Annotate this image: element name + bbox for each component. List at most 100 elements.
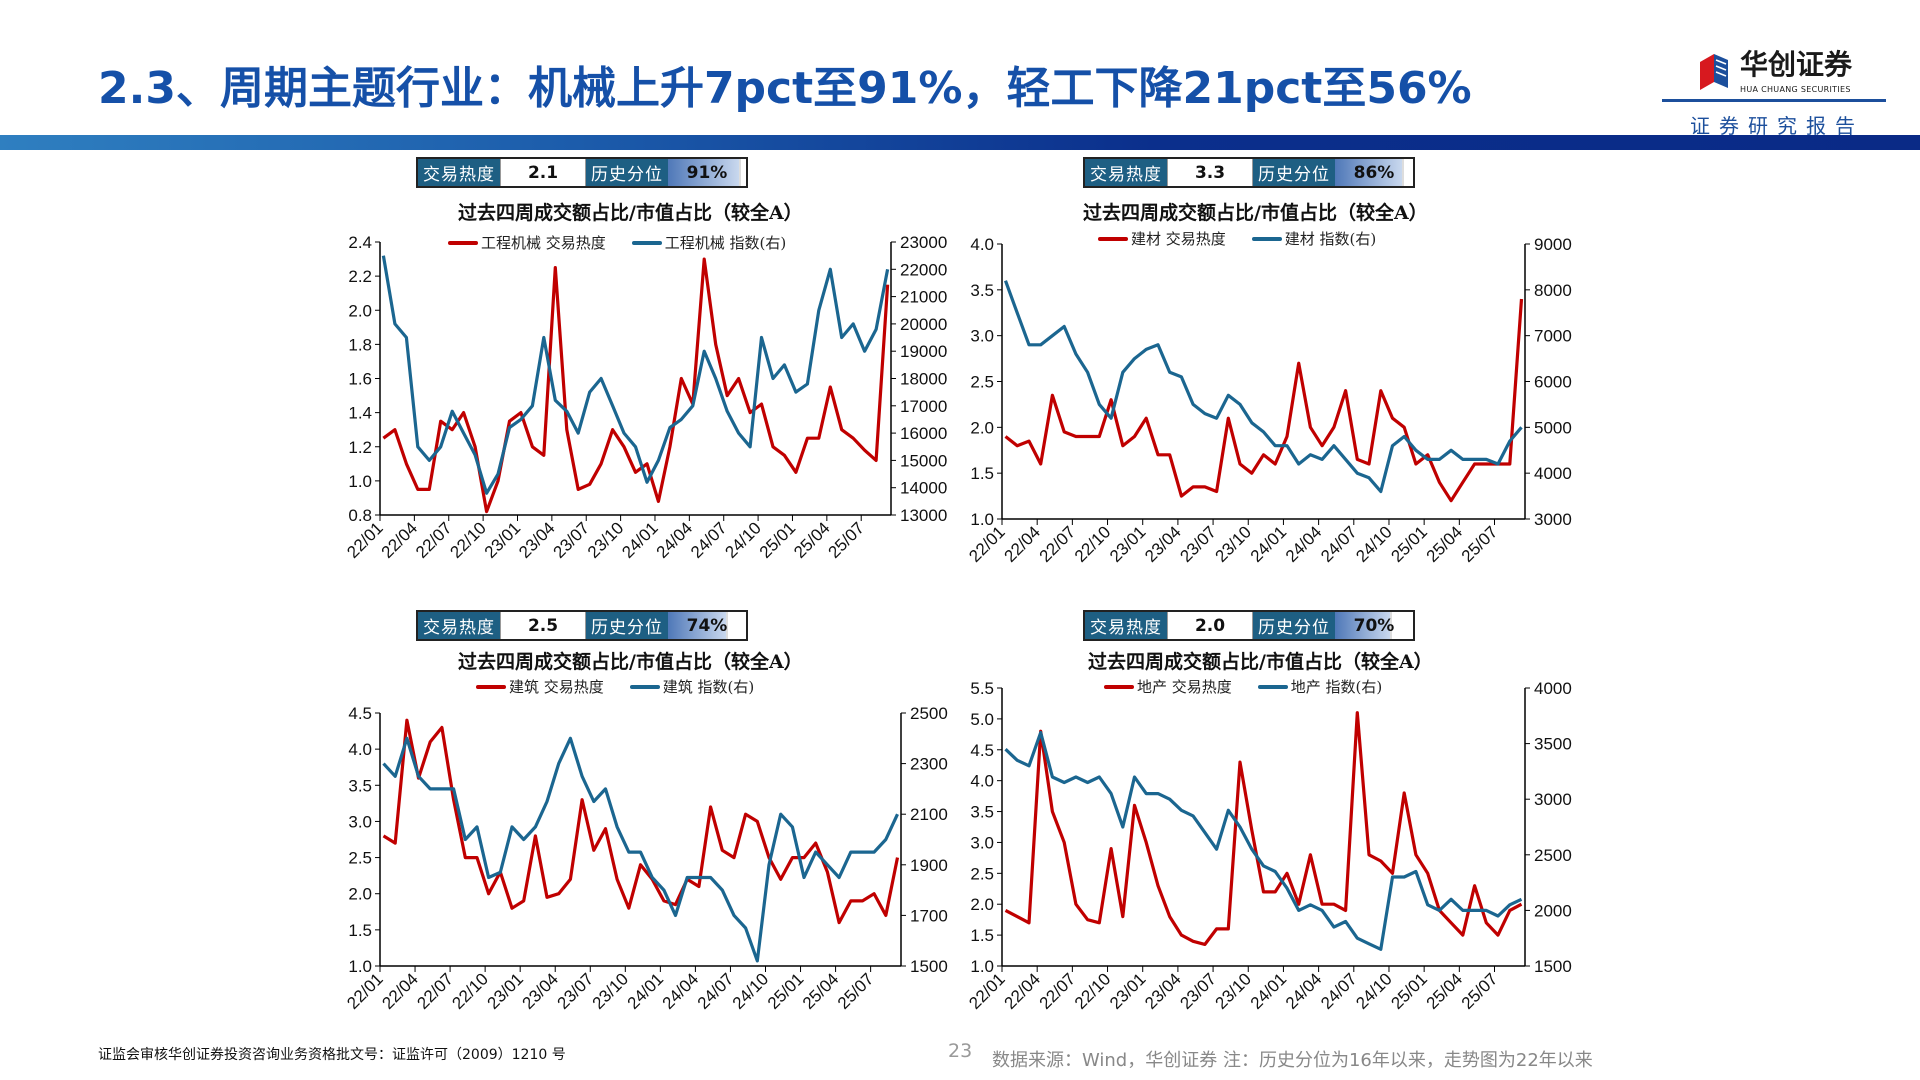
heat-label: 交易热度 (418, 612, 500, 639)
x-tick-label: 24/07 (1317, 969, 1361, 1013)
percentile-value: 86% (1353, 162, 1395, 183)
y-right-tick-label: 1900 (910, 856, 948, 875)
y-right-tick-label: 15000 (900, 451, 947, 470)
legend-label: 建筑 交易热度 (509, 678, 604, 696)
y-right-tick-label: 8000 (1534, 281, 1572, 300)
percentile-fill (668, 159, 741, 186)
y-left-tick-label: 3.0 (348, 812, 372, 831)
percentile-label: 历史分位 (586, 612, 668, 639)
y-left-tick-label: 1.0 (348, 472, 372, 491)
percentile-fill (1335, 612, 1392, 639)
y-right-tick-label: 2100 (910, 805, 948, 824)
logo-subtext: HUA CHUANG SECURITIES (1740, 85, 1851, 94)
heat-label: 交易热度 (1085, 159, 1167, 186)
y-left-tick-label: 2.2 (348, 267, 372, 286)
y-left-tick-label: 5.5 (970, 679, 994, 698)
legend-label: 建材 指数(右) (1284, 230, 1377, 248)
page-title: 2.3、周期主题行业：机械上升7pct至91%，轻工下降21pct至56% (98, 63, 1472, 114)
x-tick-label: 22/04 (1000, 969, 1044, 1013)
y-left-tick-label: 3.5 (970, 281, 994, 300)
legend-label: 工程机械 交易热度 (481, 234, 606, 252)
y-right-tick-label: 1700 (910, 906, 948, 925)
legend-swatch (1098, 236, 1128, 241)
y-left-tick-label: 1.0 (970, 957, 994, 976)
series-line-index (381, 255, 890, 495)
chart-title: 过去四周成交额占比/市值占比（较全A） (1083, 202, 1428, 224)
legend-item: 工程机械 指数(右) (631, 232, 786, 253)
y-left-tick-label: 2.0 (348, 885, 372, 904)
y-left-tick-label: 1.0 (970, 510, 994, 529)
series-line-heat (1004, 298, 1524, 503)
y-left-tick-label: 2.0 (348, 301, 372, 320)
y-left-tick-label: 3.0 (970, 327, 994, 346)
percentile-cell: 91% (668, 159, 746, 186)
y-right-tick-label: 2500 (910, 704, 948, 723)
percentile-label: 历史分位 (1253, 612, 1335, 639)
y-left-tick-label: 2.5 (348, 849, 372, 868)
chart-legend: 建材 交易热度 建材 指数(右) (1098, 228, 1402, 249)
legend-swatch (631, 240, 662, 245)
y-right-tick-label: 20000 (900, 315, 947, 334)
header-band (0, 135, 1920, 150)
heat-value: 2.1 (500, 159, 586, 186)
logo-mark-icon (1700, 54, 1728, 90)
y-right-tick-label: 1500 (1534, 957, 1572, 976)
series-line-index (382, 736, 899, 963)
y-right-tick-label: 2500 (1534, 846, 1572, 865)
y-right-tick-label: 5000 (1534, 418, 1572, 437)
legend-label: 建材 交易热度 (1131, 230, 1226, 248)
series-line-heat (382, 718, 900, 925)
x-tick-label: 23/10 (1212, 969, 1256, 1013)
legend-label: 地产 指数(右) (1290, 678, 1383, 696)
y-right-tick-label: 4000 (1534, 464, 1572, 483)
legend-swatch (448, 240, 478, 245)
y-left-tick-label: 1.0 (348, 957, 372, 976)
percentile-value: 70% (1353, 615, 1395, 636)
logo-text: 华创证券 (1740, 48, 1853, 81)
y-right-tick-label: 9000 (1534, 235, 1572, 254)
stat-box: 交易热度 2.5 历史分位 74% (416, 610, 748, 641)
y-left-tick-label: 2.4 (348, 233, 372, 252)
legend-swatch (629, 684, 660, 689)
legend-item: 地产 指数(右) (1257, 676, 1383, 697)
company-logo: 华创证券 HUA CHUANG SECURITIES (1696, 50, 1876, 96)
y-left-tick-label: 4.0 (348, 740, 372, 759)
y-left-tick-label: 5.0 (970, 710, 994, 729)
stat-box: 交易热度 2.1 历史分位 91% (416, 157, 748, 188)
percentile-value: 74% (686, 615, 728, 636)
legend-swatch (1257, 684, 1288, 689)
chart-legend: 工程机械 交易热度 工程机械 指数(右) (448, 232, 812, 253)
page-number: 23 (948, 1040, 973, 1062)
legend-swatch (476, 684, 506, 689)
y-left-tick-label: 3.5 (348, 776, 372, 795)
legend-item: 建材 指数(右) (1251, 228, 1377, 249)
source-note: 数据来源：Wind，华创证券 注：历史分位为16年以来，走势图为22年以来 (992, 1050, 1593, 1071)
x-tick-label: 23/04 (1141, 969, 1185, 1013)
x-tick-label: 22/10 (1071, 969, 1115, 1013)
legend-label: 建筑 指数(右) (662, 678, 755, 696)
percentile-label: 历史分位 (586, 159, 668, 186)
y-right-tick-label: 2300 (910, 755, 948, 774)
y-left-tick-label: 1.6 (348, 370, 372, 389)
legend-item: 建筑 指数(右) (629, 676, 755, 697)
legend-label: 地产 交易热度 (1137, 678, 1232, 696)
x-tick-label: 24/04 (1282, 969, 1326, 1013)
chart-legend: 建筑 交易热度 建筑 指数(右) (476, 676, 780, 697)
heat-value: 2.5 (500, 612, 586, 639)
y-left-tick-label: 0.8 (348, 506, 372, 525)
y-left-tick-label: 1.2 (348, 438, 372, 457)
chart-legend: 地产 交易热度 地产 指数(右) (1104, 676, 1408, 697)
series-line-index (1003, 280, 1523, 494)
x-tick-label: 25/01 (1387, 969, 1431, 1013)
y-right-tick-label: 19000 (900, 342, 947, 361)
y-left-tick-label: 2.5 (970, 373, 994, 392)
y-right-tick-label: 1500 (910, 957, 948, 976)
report-label: 证券研究报告 (1690, 114, 1864, 138)
y-right-tick-label: 23000 (900, 233, 947, 252)
x-tick-label: 24/10 (1352, 969, 1396, 1013)
legend-item: 地产 交易热度 (1104, 676, 1232, 697)
y-left-tick-label: 3.0 (970, 833, 994, 852)
